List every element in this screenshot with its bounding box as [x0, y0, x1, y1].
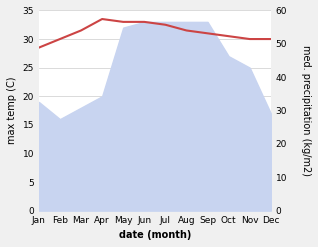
Y-axis label: med. precipitation (kg/m2): med. precipitation (kg/m2) [301, 45, 311, 176]
X-axis label: date (month): date (month) [119, 230, 191, 240]
Y-axis label: max temp (C): max temp (C) [7, 77, 17, 144]
